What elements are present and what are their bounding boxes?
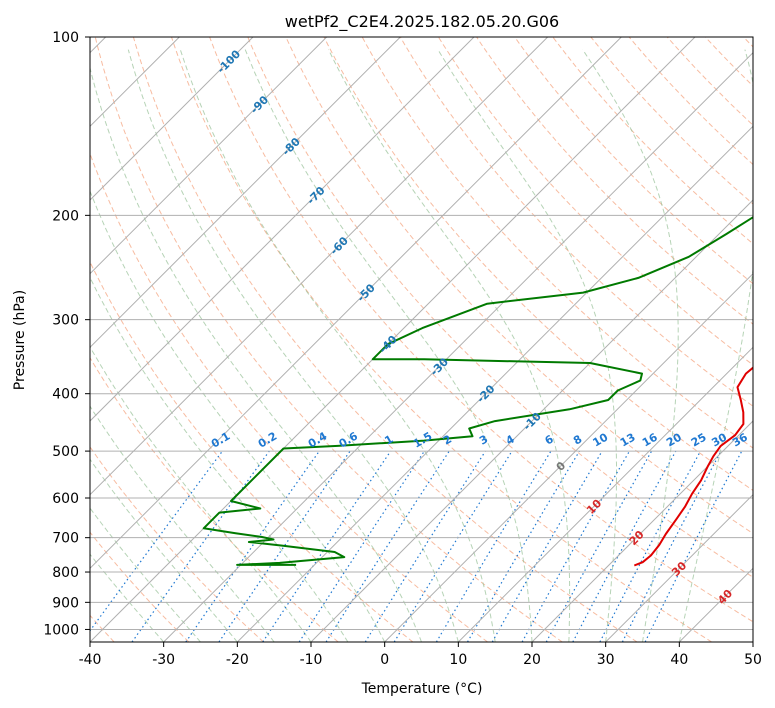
isotherm-gridline — [90, 37, 328, 275]
x-tick-label: -30 — [152, 652, 175, 668]
dry-adiabat-line — [437, 37, 753, 366]
mixing-ratio-line — [325, 450, 450, 642]
isotherm-gridline — [605, 493, 753, 642]
x-tick-label: -20 — [226, 652, 249, 668]
y-tick-label: 200 — [52, 208, 79, 224]
dry-adiabat-line — [247, 37, 753, 578]
y-tick-label: 500 — [52, 444, 79, 460]
dry-adiabats — [90, 37, 753, 642]
y-tick-label: 700 — [52, 531, 79, 547]
isotherm-gridline — [90, 37, 622, 570]
sounding-series — [202, 216, 753, 567]
dry-adiabat-line — [90, 260, 414, 642]
dry-adiabat-line — [132, 37, 638, 642]
y-tick-label: 800 — [52, 565, 79, 581]
moist-adiabat-line — [90, 65, 422, 642]
x-tick-label: 0 — [380, 652, 389, 668]
x-tick-label: 10 — [449, 652, 467, 668]
moist-adiabat-line — [127, 49, 459, 642]
isotherm-gridline — [90, 37, 475, 422]
y-axis-label: Pressure (hPa) — [12, 290, 28, 390]
dry-adiabat-line — [323, 37, 753, 491]
dry-adiabat-line — [476, 37, 753, 325]
moist-adiabat-line — [90, 189, 386, 642]
isotherm-gridline — [90, 37, 254, 201]
y-tick-label: 300 — [52, 313, 79, 329]
mixing-ratio-line — [435, 450, 552, 642]
isotherm-gridline — [90, 37, 696, 642]
x-tick-label: 20 — [523, 652, 541, 668]
x-tick-label: -40 — [79, 652, 102, 668]
mixing-ratio-line — [572, 450, 677, 642]
moist-adiabat-line — [244, 49, 533, 642]
moist-adiabat-line — [179, 49, 496, 642]
isotherm-gridline — [310, 199, 753, 642]
moist-adiabat-line — [437, 49, 617, 642]
y-tick-label: 100 — [52, 30, 79, 46]
mixing-ratio-line — [466, 450, 580, 642]
x-axis-label: Temperature (°C) — [361, 681, 483, 697]
mixing-ratio-line — [599, 450, 702, 642]
y-tick-label: 1000 — [43, 622, 79, 638]
dry-adiabat-line — [590, 37, 753, 205]
x-tick-label: 50 — [744, 652, 762, 668]
isotherm-gridline — [384, 272, 753, 642]
moist-adiabat-line — [90, 276, 349, 642]
axis-ticks: -40 -30 -20 -10 0 10 20 30 40 50 100 200 300 400 500 60… — [43, 30, 762, 668]
dry-adiabat-line — [552, 37, 753, 245]
x-tick-label: 30 — [597, 652, 615, 668]
dry-adiabat-line — [90, 531, 190, 642]
isotherm-gridline — [457, 346, 753, 642]
chart-title: wetPf2_C2E4.2025.182.05.20.G06 — [285, 12, 559, 32]
mixing-ratio-line — [364, 450, 486, 642]
temperature-profile-line — [633, 366, 753, 567]
mixing-ratio-line — [218, 450, 351, 642]
y-tick-label: 600 — [52, 491, 79, 507]
moist-adiabat-line — [678, 49, 753, 642]
x-tick-label: 40 — [670, 652, 688, 668]
dry-adiabat-line — [399, 37, 753, 407]
moist-adiabat-line — [582, 49, 679, 642]
x-tick-label: -10 — [300, 652, 323, 668]
mixing-ratio-line — [262, 450, 392, 642]
dewpoint-profile-line — [202, 216, 753, 566]
grid-lines — [90, 37, 753, 642]
isotherm-gridline — [531, 420, 753, 642]
isotherm-gridline — [236, 125, 753, 642]
isotherm-gridline — [90, 37, 549, 496]
mixing-ratio-line — [298, 450, 425, 642]
plot-frame — [89, 36, 754, 643]
y-tick-label: 400 — [52, 387, 79, 403]
y-tick-label: 900 — [52, 595, 79, 611]
dry-adiabat-line — [94, 37, 563, 642]
isotherm-gridline — [90, 37, 401, 349]
moist-adiabat-line — [328, 49, 571, 642]
dry-adiabat-line — [285, 37, 753, 535]
dry-adiabat-line — [171, 37, 712, 642]
